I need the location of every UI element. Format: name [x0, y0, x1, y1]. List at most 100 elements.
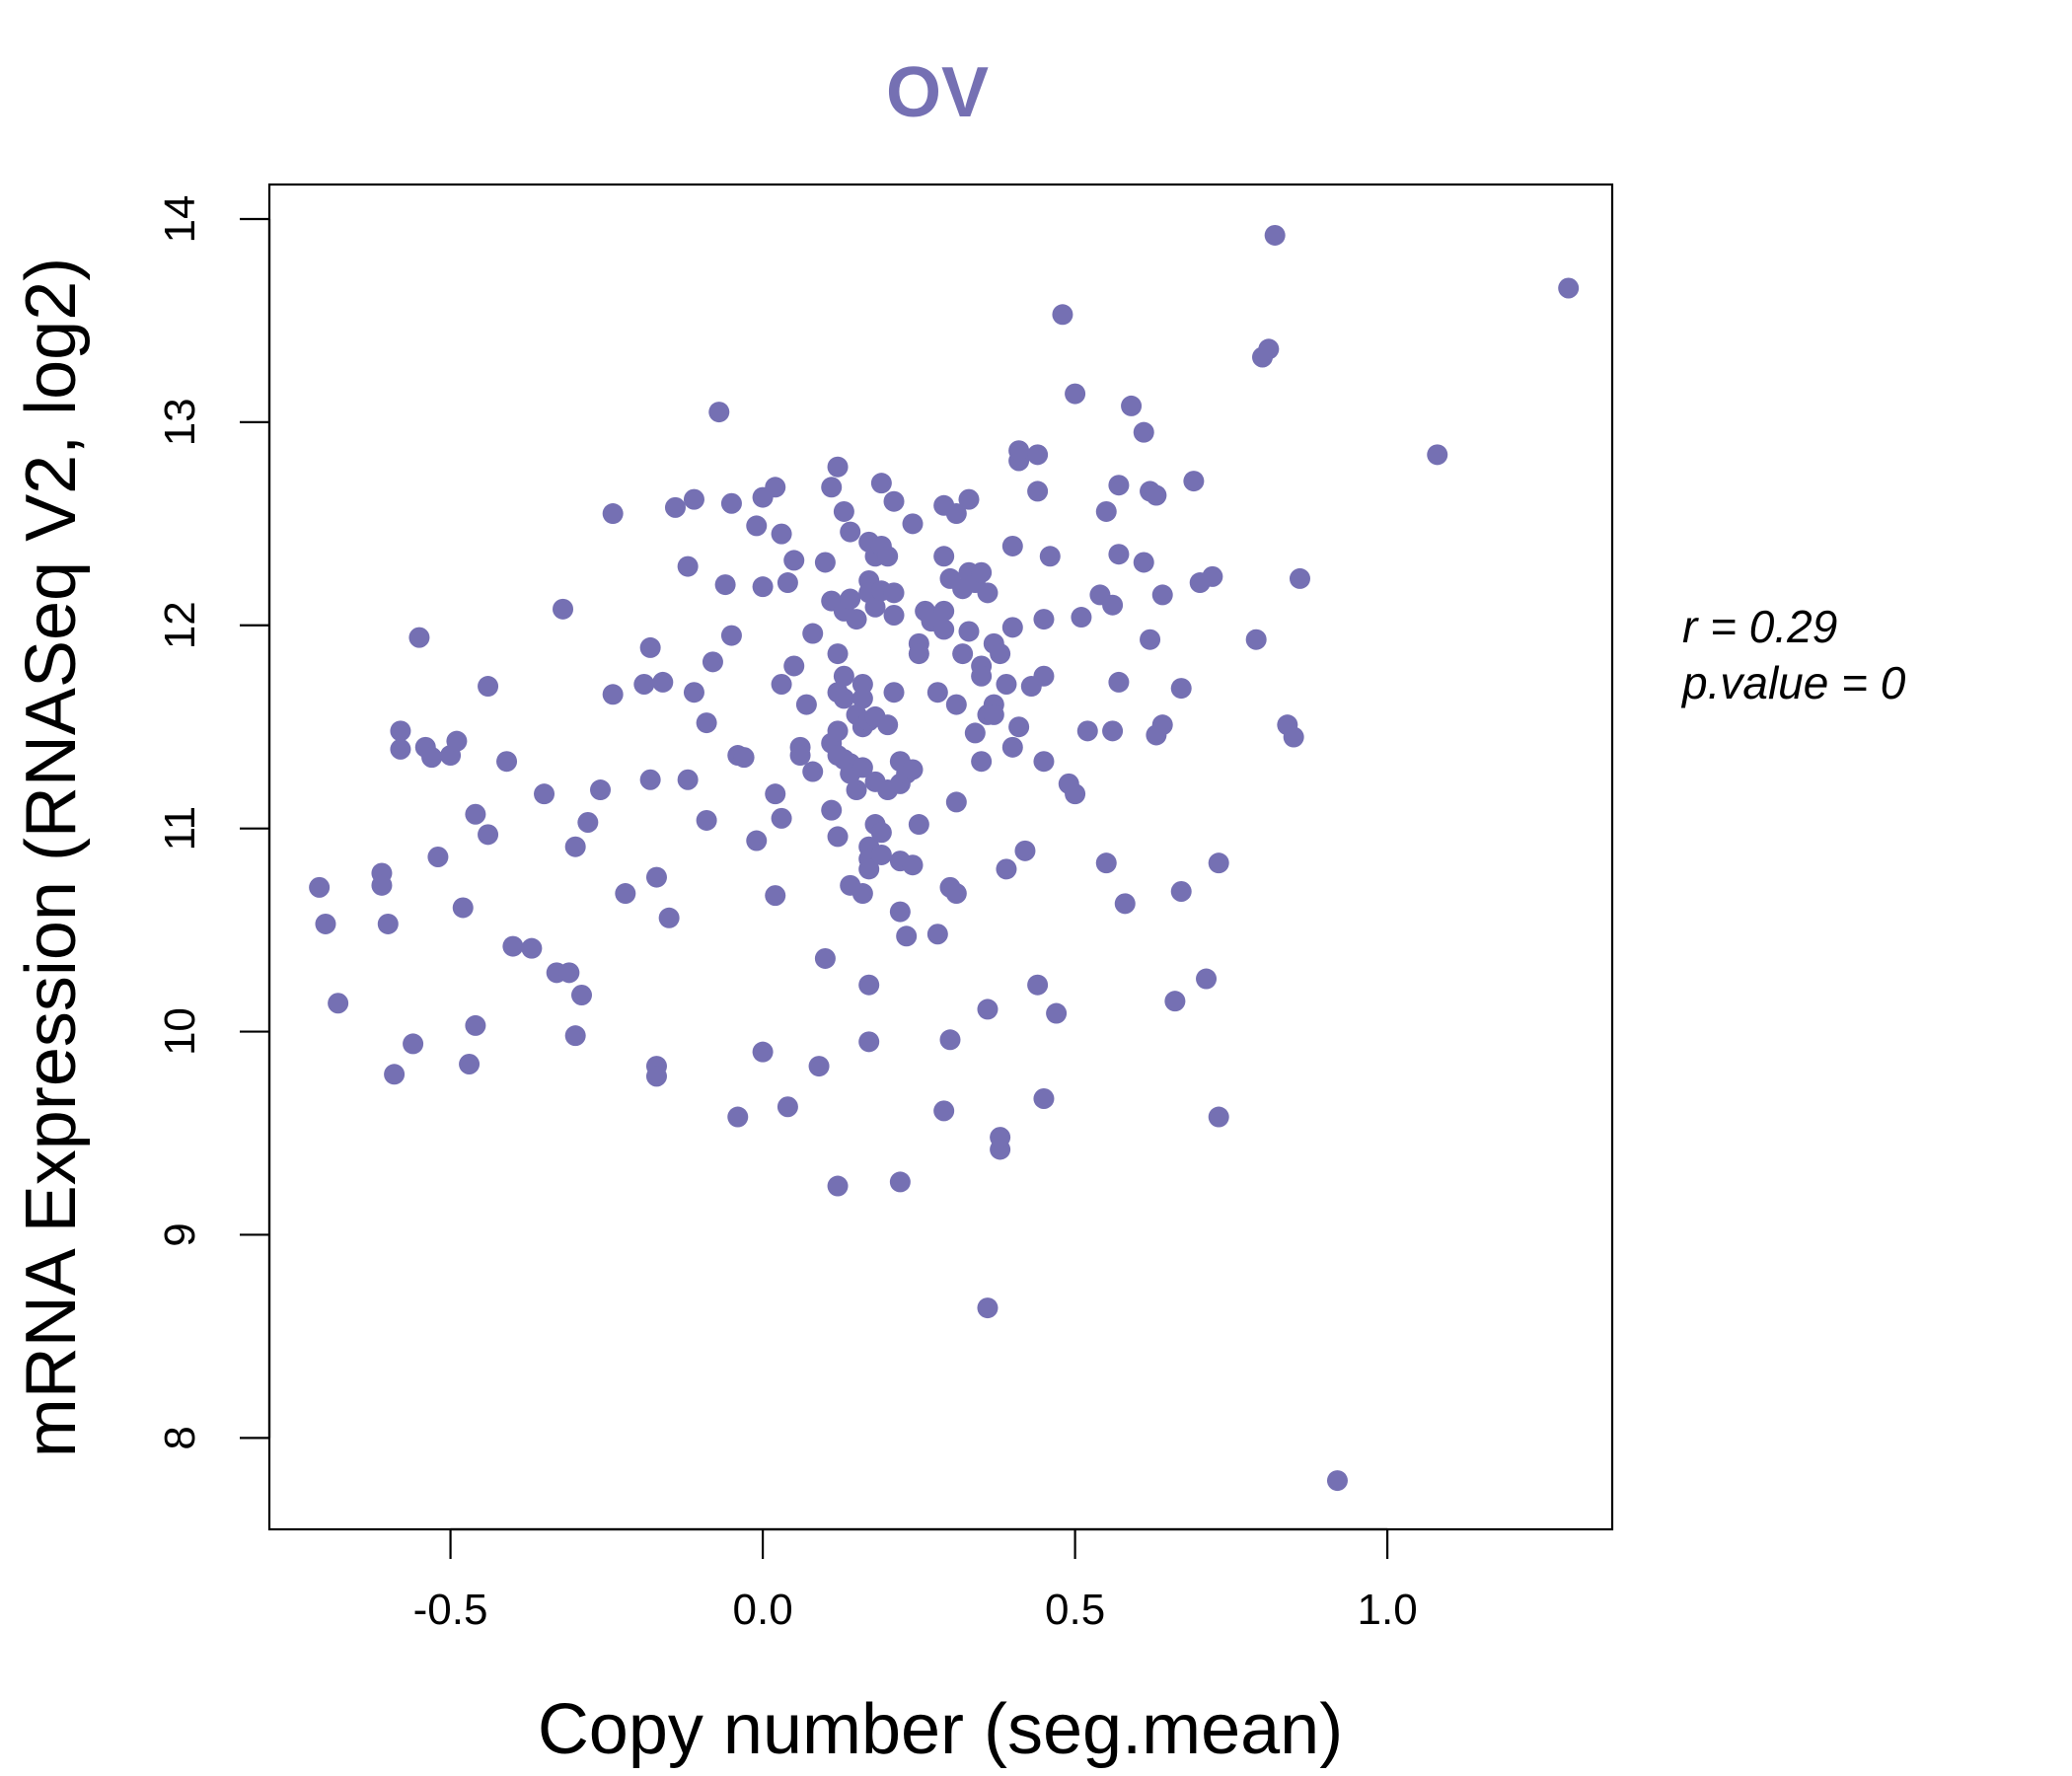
data-point [602, 684, 624, 705]
data-point [1264, 224, 1286, 246]
data-point [902, 854, 924, 876]
data-point [683, 488, 704, 510]
data-point [1170, 678, 1192, 700]
data-point [902, 513, 924, 535]
data-point [1245, 629, 1267, 650]
data-point [827, 643, 849, 665]
data-point [752, 1041, 774, 1063]
data-point [765, 885, 786, 907]
data-point [390, 720, 411, 742]
data-point [833, 688, 854, 709]
data-point [1102, 720, 1124, 742]
data-point [1258, 338, 1280, 360]
data-point [908, 814, 929, 836]
plot-frame [267, 183, 1614, 1531]
data-point [677, 769, 699, 790]
data-point [1033, 609, 1055, 630]
data-point [833, 500, 854, 522]
data-point [1095, 852, 1117, 874]
data-point [802, 761, 824, 782]
data-point [771, 807, 792, 829]
data-point [1164, 991, 1186, 1012]
data-point [309, 876, 331, 898]
x-axis-title: Copy number (seg.mean) [538, 1690, 1343, 1769]
data-point [727, 1106, 749, 1128]
data-point [1170, 881, 1192, 903]
data-point [802, 623, 824, 644]
data-point [765, 477, 786, 498]
data-point [645, 1066, 667, 1087]
data-point [983, 703, 1004, 725]
data-point [851, 688, 873, 709]
data-point [990, 1127, 1011, 1148]
p-value: p.value = 0 [1680, 657, 1906, 708]
data-point [883, 582, 905, 604]
data-point [833, 665, 854, 687]
data-point [408, 627, 430, 648]
data-point [577, 811, 599, 833]
data-point [564, 1025, 586, 1047]
data-point [752, 576, 774, 598]
y-tick-label: 9 [156, 1222, 204, 1246]
data-point [1326, 1470, 1348, 1492]
data-point [390, 738, 411, 760]
data-point [633, 673, 655, 695]
data-points [309, 224, 1580, 1492]
data-point [1558, 277, 1580, 299]
y-tick-label: 8 [156, 1426, 204, 1449]
data-point [1151, 584, 1173, 606]
data-point [639, 636, 661, 658]
data-point [1121, 395, 1143, 416]
data-point [664, 496, 686, 518]
data-point [377, 913, 399, 934]
data-point [696, 712, 717, 734]
data-point [1114, 893, 1136, 915]
data-point [877, 714, 899, 736]
data-point [328, 993, 349, 1014]
data-point [564, 836, 586, 857]
data-point [1033, 1088, 1055, 1110]
data-point [459, 1054, 481, 1075]
data-point [858, 858, 880, 880]
data-point [971, 665, 993, 687]
chart-title: OV [886, 53, 989, 132]
data-point [971, 561, 993, 583]
data-point [1108, 475, 1130, 496]
data-point [465, 803, 486, 825]
data-point [1027, 444, 1049, 466]
data-point [945, 694, 967, 715]
data-point [821, 799, 843, 821]
data-point [1052, 304, 1073, 326]
data-point [1108, 671, 1130, 693]
data-point [645, 866, 667, 888]
data-point [421, 747, 443, 769]
data-point [958, 488, 980, 510]
data-point [840, 588, 861, 610]
data-point [858, 974, 880, 996]
x-tick-label: -0.5 [413, 1586, 488, 1634]
data-point [534, 783, 555, 805]
data-point [1208, 852, 1229, 874]
data-point [1027, 974, 1049, 996]
data-point [814, 947, 836, 969]
data-point [883, 682, 905, 703]
data-point [1151, 714, 1173, 736]
data-point [1001, 736, 1023, 758]
data-point [384, 1064, 406, 1085]
data-point [502, 935, 524, 957]
data-point [926, 924, 948, 945]
data-point [889, 901, 911, 923]
data-point [864, 596, 886, 618]
y-tick-label: 11 [156, 806, 204, 851]
data-point [478, 824, 499, 846]
data-point [1140, 629, 1161, 650]
data-point [939, 1029, 961, 1051]
data-point [971, 751, 993, 773]
data-point [465, 1014, 486, 1036]
data-point [846, 779, 867, 801]
data-point [777, 1096, 798, 1118]
data-point [926, 682, 948, 703]
data-point [889, 1171, 911, 1193]
data-point [870, 822, 892, 844]
data-point [446, 730, 468, 752]
